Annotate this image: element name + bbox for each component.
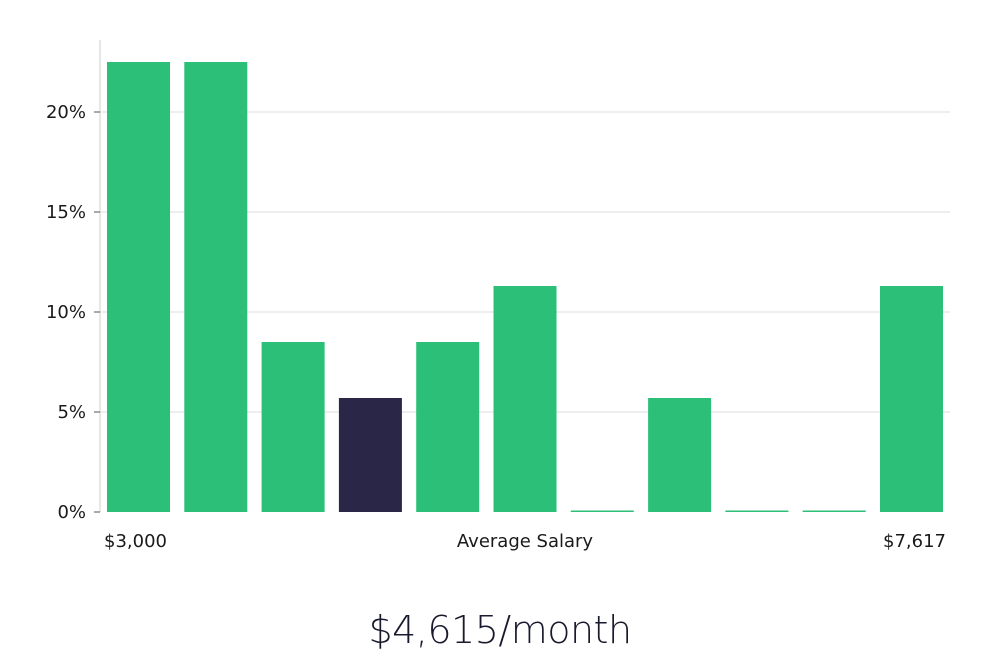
bar — [261, 342, 325, 512]
bar — [184, 62, 248, 512]
bar — [416, 342, 480, 512]
y-tick-label: 15% — [46, 202, 86, 223]
bar — [725, 510, 789, 512]
average-salary-headline: $4,615/month — [368, 608, 632, 652]
bars — [107, 62, 943, 512]
bar-highlight — [338, 398, 402, 512]
y-tick-label: 5% — [57, 402, 86, 423]
bar — [648, 398, 712, 512]
bar — [493, 286, 557, 512]
bar — [107, 62, 170, 512]
x-label-max: $7,617 — [883, 531, 946, 552]
y-tick-label: 10% — [46, 302, 86, 323]
x-label-center: Average Salary — [457, 531, 594, 552]
y-axis-ticks: 0% 5% 10% 15% 20% — [46, 102, 100, 523]
bar — [570, 510, 634, 512]
y-tick-label: 20% — [46, 102, 86, 123]
bar — [880, 286, 943, 512]
y-tick-label: 0% — [57, 502, 86, 523]
x-label-min: $3,000 — [104, 531, 167, 552]
bar — [802, 510, 866, 512]
salary-histogram: 0% 5% 10% 15% 20% $3,000 Average Salary $7,6… — [46, 40, 950, 552]
